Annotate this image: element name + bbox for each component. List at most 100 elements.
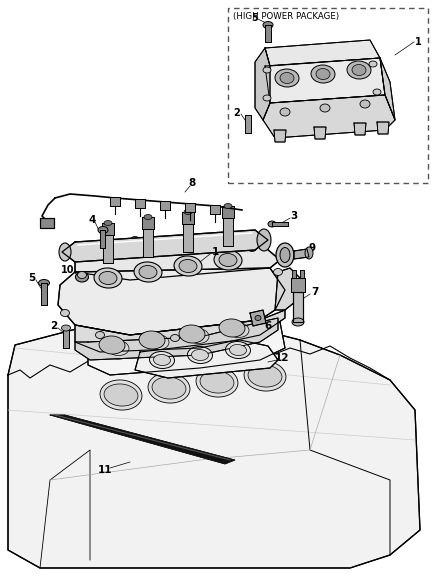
Text: 12: 12: [274, 353, 289, 363]
Polygon shape: [135, 199, 145, 208]
Text: 4: 4: [88, 215, 95, 225]
Polygon shape: [135, 340, 277, 378]
Polygon shape: [290, 278, 304, 292]
Polygon shape: [264, 58, 384, 103]
Ellipse shape: [143, 331, 173, 353]
Ellipse shape: [279, 73, 293, 84]
Text: 2: 2: [50, 321, 57, 331]
Polygon shape: [271, 222, 287, 226]
Text: 3: 3: [290, 211, 297, 221]
Polygon shape: [183, 224, 193, 252]
Text: 1: 1: [211, 247, 218, 257]
Ellipse shape: [256, 229, 270, 251]
Ellipse shape: [73, 254, 82, 261]
Ellipse shape: [310, 65, 334, 83]
Ellipse shape: [255, 314, 264, 321]
Polygon shape: [62, 230, 267, 262]
Ellipse shape: [95, 332, 104, 339]
Text: 9: 9: [308, 243, 315, 253]
Polygon shape: [264, 25, 270, 42]
Text: 6: 6: [264, 321, 271, 331]
Ellipse shape: [99, 272, 117, 284]
Ellipse shape: [148, 373, 190, 403]
Ellipse shape: [218, 253, 237, 267]
Text: (HIGH POWER PACKAGE): (HIGH POWER PACKAGE): [233, 12, 339, 21]
Ellipse shape: [149, 351, 174, 369]
Ellipse shape: [229, 344, 246, 355]
Ellipse shape: [274, 69, 298, 87]
Polygon shape: [141, 217, 154, 229]
Ellipse shape: [273, 268, 282, 275]
Polygon shape: [223, 218, 233, 246]
Ellipse shape: [107, 340, 129, 355]
Ellipse shape: [174, 256, 201, 276]
Ellipse shape: [223, 319, 253, 341]
Ellipse shape: [351, 65, 365, 76]
Polygon shape: [273, 130, 285, 142]
Ellipse shape: [39, 279, 49, 287]
Polygon shape: [293, 292, 302, 322]
Ellipse shape: [224, 204, 231, 208]
Polygon shape: [58, 268, 284, 335]
FancyBboxPatch shape: [227, 8, 427, 183]
Ellipse shape: [104, 220, 112, 226]
Polygon shape: [63, 328, 69, 348]
Ellipse shape: [218, 319, 244, 337]
Polygon shape: [376, 122, 388, 134]
Ellipse shape: [139, 331, 164, 349]
Ellipse shape: [279, 108, 289, 116]
Ellipse shape: [100, 380, 141, 410]
Polygon shape: [274, 268, 299, 310]
Ellipse shape: [139, 265, 157, 279]
Ellipse shape: [187, 328, 208, 343]
Ellipse shape: [267, 221, 275, 227]
Ellipse shape: [359, 100, 369, 108]
Text: 5: 5: [28, 273, 36, 283]
Text: 10: 10: [61, 265, 75, 275]
Ellipse shape: [94, 268, 122, 288]
Ellipse shape: [200, 371, 233, 393]
Ellipse shape: [153, 354, 170, 365]
Ellipse shape: [247, 365, 281, 387]
Ellipse shape: [59, 243, 71, 261]
Ellipse shape: [152, 377, 185, 399]
Ellipse shape: [103, 337, 133, 359]
Polygon shape: [41, 283, 47, 305]
Text: 7: 7: [311, 287, 318, 297]
Polygon shape: [244, 115, 250, 133]
Ellipse shape: [346, 61, 370, 79]
Ellipse shape: [291, 318, 303, 326]
Polygon shape: [313, 127, 325, 139]
Polygon shape: [293, 249, 308, 259]
Ellipse shape: [170, 335, 179, 342]
Text: 2: 2: [233, 108, 240, 118]
Ellipse shape: [225, 342, 250, 358]
Polygon shape: [75, 318, 277, 360]
Ellipse shape: [263, 95, 270, 101]
Ellipse shape: [98, 227, 108, 234]
Polygon shape: [40, 218, 54, 228]
Ellipse shape: [184, 209, 191, 215]
Polygon shape: [100, 230, 105, 248]
Polygon shape: [75, 310, 284, 352]
Ellipse shape: [60, 309, 69, 317]
Polygon shape: [263, 95, 394, 138]
Polygon shape: [221, 206, 233, 218]
Polygon shape: [181, 212, 194, 224]
Polygon shape: [160, 201, 170, 210]
Ellipse shape: [315, 69, 329, 80]
Polygon shape: [102, 223, 114, 235]
Ellipse shape: [319, 104, 329, 112]
Text: 11: 11: [98, 465, 112, 475]
Ellipse shape: [76, 272, 88, 282]
Ellipse shape: [61, 325, 70, 331]
Polygon shape: [254, 48, 270, 120]
Ellipse shape: [191, 350, 208, 361]
Polygon shape: [291, 270, 295, 278]
Ellipse shape: [144, 215, 151, 219]
Polygon shape: [8, 318, 419, 568]
Ellipse shape: [263, 21, 273, 28]
Ellipse shape: [263, 67, 270, 73]
Polygon shape: [379, 58, 394, 120]
Text: 5: 5: [251, 13, 258, 23]
